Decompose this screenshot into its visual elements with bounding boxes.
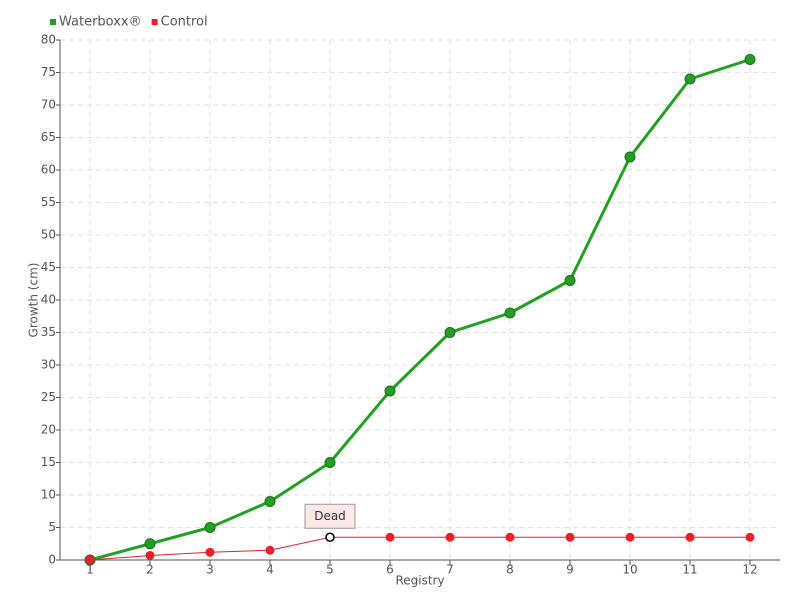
y-tick-label: 40 <box>41 293 56 307</box>
x-tick-label: 4 <box>266 563 274 577</box>
series-marker <box>685 532 695 542</box>
y-tick-label: 50 <box>41 228 56 242</box>
series-marker <box>565 532 575 542</box>
y-tick-label: 80 <box>41 33 56 47</box>
series-marker <box>624 151 636 163</box>
y-tick-label: 70 <box>41 98 56 112</box>
y-tick-label: 35 <box>41 325 56 339</box>
y-tick-label: 5 <box>48 520 56 534</box>
series-marker <box>264 496 276 507</box>
series-marker <box>445 532 455 542</box>
x-tick-label: 8 <box>506 563 514 577</box>
series-marker <box>205 547 215 557</box>
series-marker <box>625 532 635 542</box>
legend-swatch <box>50 19 56 25</box>
y-tick-label: 10 <box>41 488 56 502</box>
y-axis-label: Growth (cm) <box>27 263 41 338</box>
series-marker <box>265 545 275 555</box>
series-marker <box>85 555 95 565</box>
y-tick-label: 55 <box>41 195 56 209</box>
series-marker <box>684 73 696 85</box>
x-tick-label: 9 <box>566 563 574 577</box>
x-axis-label: Registry <box>395 574 444 588</box>
y-tick-label: 15 <box>41 455 56 469</box>
x-tick-label: 2 <box>146 563 154 577</box>
series-marker <box>504 307 516 319</box>
series-marker <box>324 457 336 468</box>
legend-label: Control <box>161 15 208 30</box>
series-marker <box>745 532 755 542</box>
series-marker <box>444 327 456 338</box>
legend-label: Waterboxx® <box>59 15 142 30</box>
y-tick-label: 20 <box>41 423 56 437</box>
series-marker <box>204 522 216 533</box>
x-tick-label: 3 <box>206 563 214 577</box>
y-tick-label: 0 <box>48 553 56 567</box>
series-marker <box>325 532 335 542</box>
series-marker <box>564 275 576 286</box>
annotation-text: Dead <box>314 509 346 523</box>
x-tick-label: 1 <box>86 563 94 577</box>
series-marker <box>384 385 396 397</box>
y-tick-label: 30 <box>41 358 56 372</box>
y-tick-label: 65 <box>41 130 56 144</box>
y-tick-label: 60 <box>41 163 56 177</box>
y-tick-label: 25 <box>41 390 56 404</box>
series-marker <box>505 532 515 542</box>
x-tick-label: 12 <box>742 563 757 577</box>
legend-swatch <box>151 19 158 25</box>
series-line <box>89 536 750 561</box>
series-marker <box>145 550 155 560</box>
x-tick-label: 5 <box>326 563 334 577</box>
y-tick-label: 75 <box>41 65 56 79</box>
annotation-box <box>304 503 356 529</box>
x-tick-label: 7 <box>446 563 454 577</box>
series-line <box>89 58 751 562</box>
series-marker <box>144 538 156 550</box>
series-marker <box>385 532 395 542</box>
series-marker <box>744 54 756 65</box>
y-tick-label: 45 <box>41 260 56 274</box>
x-tick-label: 11 <box>682 563 697 577</box>
x-tick-label: 10 <box>622 563 637 577</box>
x-tick-label: 6 <box>386 563 394 577</box>
